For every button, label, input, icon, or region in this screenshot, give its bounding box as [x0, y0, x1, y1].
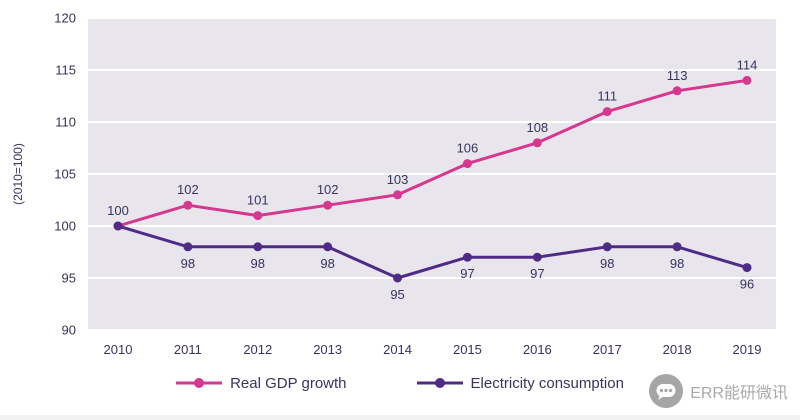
y-axis-title: (2010=100): [11, 143, 25, 205]
x-tick-label: 2018: [663, 342, 692, 357]
data-label: 113: [667, 68, 688, 83]
legend-item-real-gdp-growth: Real GDP growth: [176, 374, 347, 392]
watermark: ERR能研微讯: [649, 374, 788, 408]
data-point: [602, 107, 612, 117]
legend-swatch-graphic: [416, 378, 463, 388]
wechat-icon: [649, 374, 684, 408]
y-tick-label: 95: [62, 271, 76, 286]
legend-swatch-gdp: [176, 377, 223, 389]
y-tick-label: 100: [54, 219, 76, 234]
data-point: [672, 242, 682, 252]
data-label: 95: [390, 287, 404, 302]
data-point: [113, 221, 123, 231]
data-label: 102: [177, 182, 199, 197]
data-label: 100: [107, 203, 129, 218]
data-point: [532, 138, 542, 148]
data-label: 96: [740, 277, 754, 292]
data-label: 98: [320, 256, 334, 271]
line-chart: 90 95 100 105 110 115 120 2010 2011 2012 2013 2014 2…: [11, 11, 776, 357]
x-tick-label: 2011: [174, 342, 202, 357]
data-point: [742, 263, 752, 273]
y-tick-label: 90: [62, 323, 76, 338]
watermark-text: ERR能研微讯: [690, 385, 788, 402]
chart-canvas: 90 95 100 105 110 115 120 2010 2011 2012 2013 2014 2…: [11, 11, 776, 357]
data-point: [253, 211, 263, 221]
data-label: 98: [600, 256, 614, 271]
legend-label-electricity: Electricity consumption: [470, 374, 624, 392]
x-tick-label: 2010: [104, 342, 133, 357]
x-tick-label: 2016: [523, 342, 552, 357]
data-point: [323, 242, 333, 252]
data-label: 98: [181, 256, 195, 271]
data-label: 101: [247, 193, 269, 208]
x-tick-label: 2012: [243, 342, 272, 357]
data-point: [462, 159, 472, 169]
x-tick-label: 2013: [313, 342, 342, 357]
data-label: 106: [457, 141, 479, 156]
y-tick-label: 120: [54, 11, 76, 26]
legend-label-gdp: Real GDP growth: [230, 374, 347, 392]
data-label: 98: [251, 256, 265, 271]
data-point: [393, 190, 403, 200]
data-point: [253, 242, 263, 252]
data-point: [602, 242, 612, 252]
legend-item-electricity-consumption: Electricity consumption: [416, 374, 624, 392]
data-label: 97: [530, 266, 544, 281]
series-line-1: [116, 224, 749, 280]
x-tick-label: 2014: [383, 342, 412, 357]
y-tick-label: 110: [55, 115, 76, 130]
data-point: [532, 252, 542, 262]
chart-legend: Real GDP growth Electricity consumption: [0, 366, 800, 400]
x-tick-label: 2015: [453, 342, 482, 357]
data-point: [462, 252, 472, 262]
data-point: [672, 86, 682, 96]
y-tick-label: 115: [55, 63, 76, 78]
y-tick-label: 105: [54, 167, 76, 182]
x-tick-label: 2019: [733, 342, 762, 357]
data-point: [393, 273, 403, 283]
data-point: [323, 200, 333, 210]
data-label: 102: [317, 182, 339, 197]
series-line-0: [116, 78, 749, 228]
data-label: 103: [387, 172, 409, 187]
data-point: [183, 200, 193, 210]
data-label: 114: [737, 57, 758, 72]
data-label: 98: [670, 256, 684, 271]
data-label: 111: [597, 89, 617, 104]
data-label: 108: [526, 120, 548, 135]
x-tick-label: 2017: [593, 342, 622, 357]
data-point: [183, 242, 193, 252]
data-label: 97: [460, 266, 474, 281]
legend-swatch-electricity: [416, 377, 463, 389]
legend-swatch-graphic: [176, 378, 223, 388]
bottom-strip: [0, 415, 800, 420]
data-point: [742, 75, 752, 85]
